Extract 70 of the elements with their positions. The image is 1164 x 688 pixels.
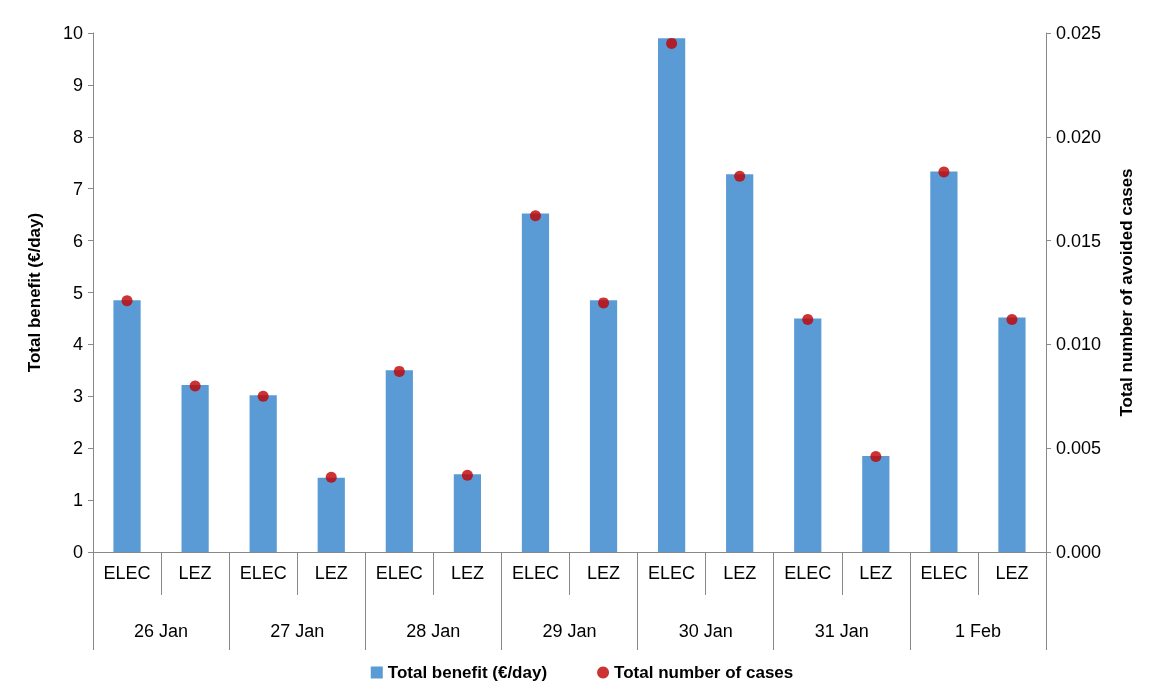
y2-tick-label: 0.000: [1056, 542, 1102, 562]
bar: [385, 370, 413, 552]
bar: [589, 300, 618, 552]
legend-label: Total number of cases: [614, 663, 794, 682]
y2-tick-label: 0.015: [1056, 230, 1102, 251]
y-tick-label: 2: [72, 438, 83, 459]
point: [529, 210, 541, 222]
y2-tick-label: 0.010: [1056, 334, 1102, 355]
y-tick-label: 4: [72, 334, 83, 355]
y-axis-title: Total benefit (€/day): [25, 212, 44, 373]
text: 26 Jan: [134, 621, 189, 641]
bar: [657, 38, 686, 552]
x-tick-label: LEZ: [587, 563, 621, 583]
x-tick-label: ELEC: [239, 563, 287, 583]
x-tick-label: ELEC: [648, 563, 696, 583]
point: [802, 313, 814, 325]
point: [734, 170, 746, 182]
x-tick-label: ELEC: [511, 563, 559, 583]
x-tick-label: LEZ: [178, 563, 212, 583]
text: 27 Jan: [270, 621, 325, 641]
y2-tick-label: 0.025: [1056, 23, 1102, 43]
bar: [726, 174, 754, 552]
x-tick-label: LEZ: [723, 563, 757, 583]
point: [1006, 313, 1018, 325]
y2-tick-label: 0.005: [1056, 438, 1102, 459]
x-tick-label: LEZ: [314, 563, 348, 583]
y-tick-label: 6: [72, 230, 83, 251]
point: [189, 380, 201, 392]
bar: [453, 474, 482, 552]
point: [598, 297, 610, 309]
bar: [998, 317, 1026, 552]
bar: [249, 395, 277, 552]
point: [393, 365, 405, 377]
y-tick-label: 7: [72, 178, 83, 199]
bar: [930, 171, 958, 552]
y-tick-label: 10: [62, 23, 83, 43]
x-tick-label: LEZ: [995, 563, 1029, 583]
bar: [113, 300, 141, 552]
y-tick-label: 9: [72, 74, 83, 95]
x-tick-label: ELEC: [784, 563, 832, 583]
y-tick-label: 8: [72, 126, 83, 147]
point: [461, 469, 473, 481]
bar: [317, 477, 345, 552]
y2-tick-label: 0.020: [1056, 126, 1102, 147]
point: [257, 390, 269, 402]
x-tick-label: ELEC: [103, 563, 151, 583]
bar: [862, 455, 890, 552]
point: [938, 166, 950, 178]
x-tick-label: LEZ: [859, 563, 893, 583]
y-tick-label: 3: [72, 386, 83, 407]
text: 31 Jan: [814, 621, 869, 641]
text: 28 Jan: [406, 621, 461, 641]
y-tick-label: 0: [72, 542, 83, 562]
x-tick-label: LEZ: [450, 563, 484, 583]
bar: [181, 384, 209, 552]
point: [121, 295, 133, 307]
point: [666, 37, 678, 49]
bar: [794, 318, 822, 552]
y-tick-label: 5: [72, 282, 83, 303]
bar: [521, 213, 550, 552]
y-tick-label: 1: [72, 490, 83, 511]
point: [325, 471, 337, 483]
y2-axis-title: Total number of avoided cases: [1117, 168, 1136, 417]
text: 29 Jan: [542, 621, 597, 641]
point: [870, 451, 882, 462]
x-tick-label: ELEC: [375, 563, 423, 583]
text: 1 Feb: [954, 621, 1001, 641]
text: 30 Jan: [678, 621, 733, 641]
legend-label: Total benefit (€/day): [387, 663, 548, 682]
x-tick-label: ELEC: [920, 563, 968, 583]
